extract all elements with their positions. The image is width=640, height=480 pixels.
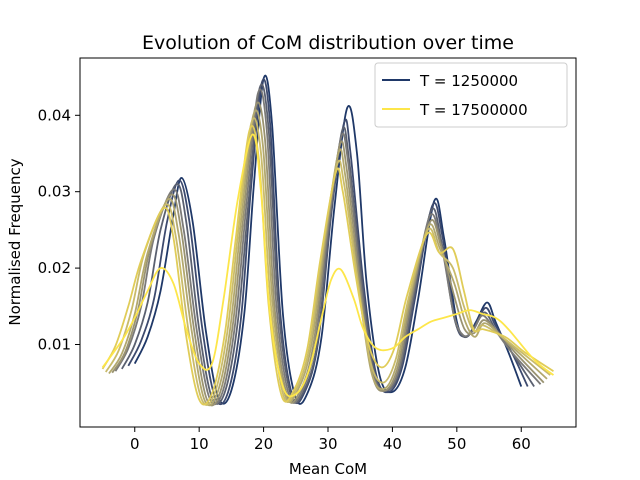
x-axis-label: Mean CoM <box>289 460 367 478</box>
y-axis: 0.01 0.02 0.03 0.04 <box>38 106 80 353</box>
series-line-6 <box>108 109 548 407</box>
x-tick-label: 60 <box>512 435 531 453</box>
x-axis: 0 10 20 30 40 50 60 <box>130 427 531 453</box>
chart-title: Evolution of CoM distribution over time <box>142 32 514 54</box>
series-line-5 <box>111 101 545 407</box>
x-tick-label: 20 <box>254 435 273 453</box>
y-tick-label: 0.04 <box>38 106 71 124</box>
y-tick-label: 0.01 <box>38 335 71 353</box>
plot-lines <box>101 74 555 407</box>
legend: T = 1250000 T = 17500000 <box>374 62 568 128</box>
series-line-8 <box>101 124 554 406</box>
x-tick-label: 0 <box>130 435 140 453</box>
y-tick-label: 0.02 <box>38 259 71 277</box>
legend-label-t1250000: T = 1250000 <box>419 72 518 90</box>
series-line-9 <box>101 133 555 398</box>
x-tick-label: 10 <box>190 435 209 453</box>
x-tick-label: 40 <box>383 435 402 453</box>
series-line-1 <box>133 74 523 405</box>
x-tick-label: 30 <box>318 435 337 453</box>
legend-box <box>374 62 568 128</box>
legend-label-t17500000: T = 17500000 <box>419 101 528 119</box>
x-tick-label: 50 <box>447 435 466 453</box>
y-axis-label: Normalised Frequency <box>6 158 24 325</box>
series-line-4 <box>114 88 542 406</box>
series-line-7 <box>104 117 551 406</box>
y-tick-label: 0.03 <box>38 183 71 201</box>
